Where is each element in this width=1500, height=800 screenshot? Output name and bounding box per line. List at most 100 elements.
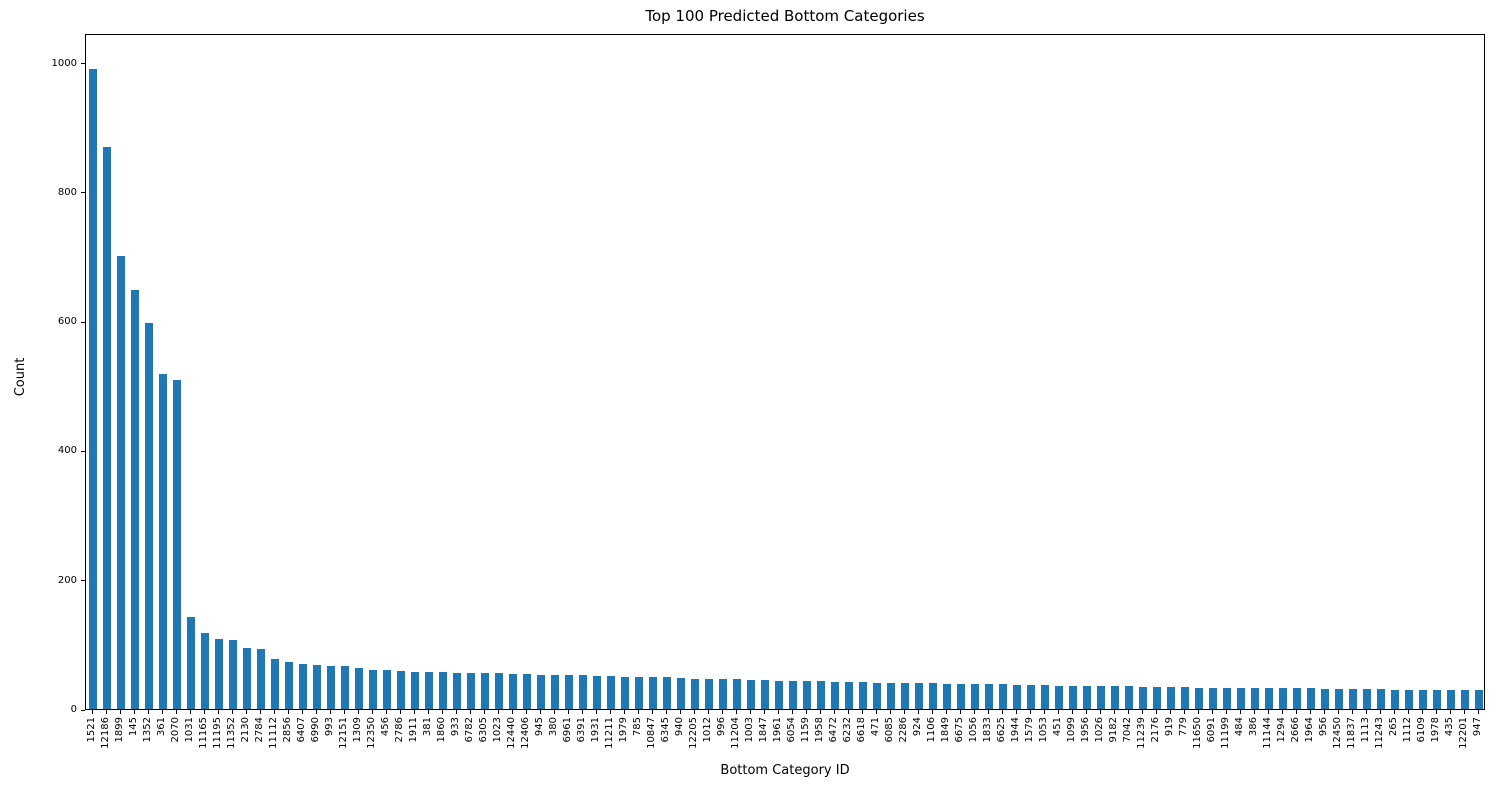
y-tick-label: 0 bbox=[70, 704, 77, 715]
bar bbox=[621, 677, 629, 709]
x-tick-mark bbox=[455, 710, 457, 714]
x-tick-mark bbox=[1407, 710, 1409, 714]
bar bbox=[467, 673, 475, 709]
bar bbox=[271, 659, 279, 709]
bar bbox=[537, 675, 545, 709]
x-tick-label: 380 bbox=[548, 717, 559, 737]
x-tick-label: 435 bbox=[1444, 717, 1455, 737]
x-tick-label: 11837 bbox=[1346, 717, 1357, 749]
x-tick-label: 1944 bbox=[1010, 717, 1021, 743]
x-tick-label: 1294 bbox=[1276, 717, 1287, 743]
bar bbox=[187, 617, 195, 709]
y-tick-mark bbox=[81, 580, 85, 582]
x-tick-label: 11239 bbox=[1136, 717, 1147, 749]
x-tick-mark bbox=[105, 710, 107, 714]
bar bbox=[1041, 685, 1049, 709]
x-tick-label: 6782 bbox=[464, 717, 475, 743]
x-tick-label: 1860 bbox=[436, 717, 447, 743]
bar bbox=[1083, 686, 1091, 709]
x-tick-label: 919 bbox=[1164, 717, 1175, 737]
x-tick-mark bbox=[441, 710, 443, 714]
y-tick-label: 600 bbox=[57, 316, 77, 328]
x-tick-label: 1964 bbox=[1304, 717, 1315, 743]
x-tick-mark bbox=[1015, 710, 1017, 714]
chart-title: Top 100 Predicted Bottom Categories bbox=[645, 7, 925, 25]
x-tick-label: 1911 bbox=[408, 717, 419, 743]
bar bbox=[677, 678, 685, 709]
x-tick-mark bbox=[329, 710, 331, 714]
x-tick-label: 956 bbox=[1318, 717, 1329, 737]
bar bbox=[733, 679, 741, 709]
x-tick-mark bbox=[273, 710, 275, 714]
bar bbox=[131, 290, 139, 709]
x-tick-mark bbox=[903, 710, 905, 714]
x-tick-label: 9182 bbox=[1108, 717, 1119, 743]
x-tick-label: 940 bbox=[674, 717, 685, 737]
x-tick-label: 785 bbox=[632, 717, 643, 737]
bar bbox=[1307, 688, 1315, 709]
x-tick-mark bbox=[301, 710, 303, 714]
bar bbox=[327, 666, 335, 709]
x-tick-label: 265 bbox=[1388, 717, 1399, 737]
x-tick-label: 1958 bbox=[814, 717, 825, 743]
x-tick-mark bbox=[539, 710, 541, 714]
bar bbox=[873, 683, 881, 709]
x-tick-mark bbox=[1197, 710, 1199, 714]
x-tick-label: 6109 bbox=[1416, 717, 1427, 743]
x-tick-label: 2286 bbox=[898, 717, 909, 743]
x-axis-label: Bottom Category ID bbox=[720, 763, 850, 778]
x-tick-mark bbox=[735, 710, 737, 714]
x-tick-label: 1026 bbox=[1094, 717, 1105, 743]
x-tick-label: 1579 bbox=[1024, 717, 1035, 743]
bar bbox=[369, 670, 377, 709]
bar bbox=[523, 674, 531, 709]
x-tick-mark bbox=[147, 710, 149, 714]
x-tick-mark bbox=[833, 710, 835, 714]
x-tick-label: 993 bbox=[324, 717, 335, 737]
bar bbox=[845, 682, 853, 709]
x-tick-mark bbox=[609, 710, 611, 714]
x-tick-label: 12205 bbox=[688, 717, 699, 749]
bar bbox=[1321, 689, 1329, 709]
x-tick-mark bbox=[1365, 710, 1367, 714]
x-tick-mark bbox=[693, 710, 695, 714]
bar bbox=[565, 675, 573, 709]
bar bbox=[1237, 688, 1245, 709]
bar bbox=[999, 684, 1007, 709]
x-tick-mark bbox=[203, 710, 205, 714]
bar bbox=[929, 683, 937, 709]
bar bbox=[1223, 688, 1231, 709]
y-tick-mark bbox=[81, 450, 85, 452]
x-tick-mark bbox=[287, 710, 289, 714]
x-tick-label: 11195 bbox=[212, 717, 223, 749]
x-tick-mark bbox=[707, 710, 709, 714]
x-tick-label: 6407 bbox=[296, 717, 307, 743]
x-tick-mark bbox=[315, 710, 317, 714]
x-tick-mark bbox=[133, 710, 135, 714]
x-tick-mark bbox=[525, 710, 527, 714]
x-tick-label: 1352 bbox=[142, 717, 153, 743]
x-tick-mark bbox=[1337, 710, 1339, 714]
bar bbox=[1195, 688, 1203, 709]
bar bbox=[747, 680, 755, 709]
x-tick-mark bbox=[1029, 710, 1031, 714]
x-tick-label: 1521 bbox=[86, 717, 97, 743]
bar bbox=[425, 672, 433, 709]
x-tick-label: 6085 bbox=[884, 717, 895, 743]
x-tick-label: 451 bbox=[1052, 717, 1063, 737]
x-tick-label: 1931 bbox=[590, 717, 601, 743]
bar bbox=[1167, 687, 1175, 709]
x-tick-label: 1099 bbox=[1066, 717, 1077, 743]
bar bbox=[1433, 690, 1441, 709]
x-tick-mark bbox=[637, 710, 639, 714]
bar bbox=[215, 639, 223, 709]
x-tick-label: 361 bbox=[156, 717, 167, 737]
bar bbox=[901, 683, 909, 709]
x-tick-label: 6054 bbox=[786, 717, 797, 743]
plot-area bbox=[85, 34, 1485, 710]
x-tick-mark bbox=[259, 710, 261, 714]
x-tick-mark bbox=[1239, 710, 1241, 714]
bar bbox=[355, 668, 363, 709]
x-tick-label: 12350 bbox=[366, 717, 377, 749]
